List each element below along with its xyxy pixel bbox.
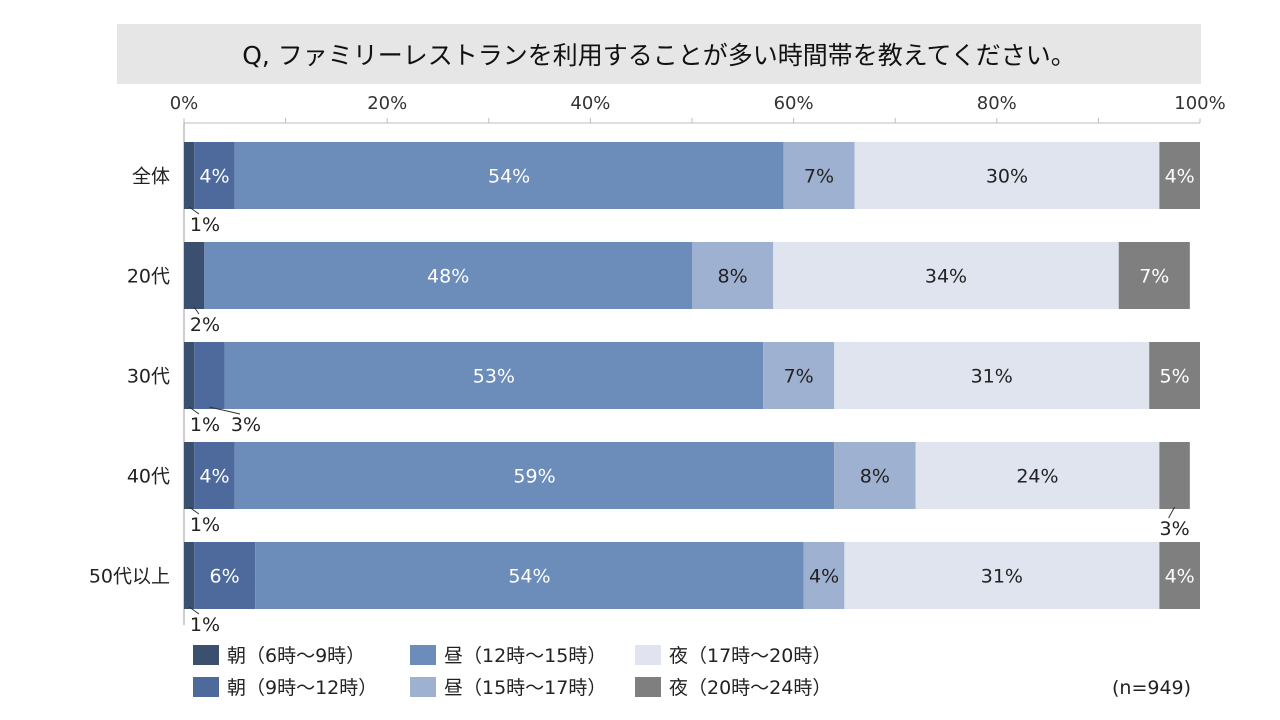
legend-item-night-late: 夜（20時～24時） [635,673,831,700]
legend-item-morning-late: 朝（9時～12時） [193,673,377,700]
bar-segment [184,142,195,209]
data-label: 4% [199,466,229,488]
data-label: 54% [508,566,550,588]
leader-line [193,306,200,315]
legend-item-morning-early: 朝（6時～9時） [193,641,365,668]
legend-label-morning-early: 朝（6時～9時） [227,645,366,667]
category-label: 全体 [132,166,170,188]
chart-title: Q, ファミリーレストランを利用することが多い時間帯を教えてください。 [117,24,1201,84]
sample-size-note: (n=949) [1112,677,1192,699]
x-tick-label: 60% [774,93,814,114]
bar-segment [194,342,225,409]
bar-segment [255,542,804,609]
data-label: 8% [718,266,748,288]
bar-segment [204,242,692,309]
bar-segment [692,242,774,309]
legend-swatch-morning-late [193,676,219,697]
legend-label-noon-early: 昼（12時～15時） [444,645,607,667]
legend-item-night-early: 夜（17時～20時） [635,641,831,668]
bar-segment [783,142,855,209]
bar-segment [194,142,235,209]
bar-segment [1149,342,1200,409]
legend-item-noon-early: 昼（12時～15時） [410,641,606,668]
category-label: 50代以上 [89,566,170,588]
data-label: 5% [1160,366,1190,388]
bar-segment [834,442,916,509]
bar-segment [844,542,1160,609]
bar-segment [803,542,845,609]
legend-label-morning-late: 朝（9時～12時） [227,677,378,699]
data-label: 31% [971,366,1013,388]
data-label: 7% [784,366,814,388]
data-label: 59% [513,466,555,488]
data-label: 1% [190,214,220,236]
x-tick-label: 40% [570,93,610,114]
leader-line [188,206,200,215]
bar-segment [1159,542,1200,609]
leader-line [188,506,200,515]
bar-segment [234,142,784,209]
bar-segment [1159,442,1190,509]
bar-segment [184,242,205,309]
data-label: 6% [210,566,240,588]
leader-line [1168,506,1176,519]
data-label: 30% [986,166,1028,188]
data-label: 1% [190,414,220,436]
data-label: 2% [190,314,220,336]
data-label: 7% [1139,266,1169,288]
bar-segment [194,542,256,609]
x-tick-label: 20% [367,93,407,114]
bar-segment [763,342,835,409]
bar-segment [834,342,1150,409]
data-label: 53% [473,366,515,388]
data-label: 31% [981,566,1023,588]
data-label: 4% [1165,566,1195,588]
bar-segment [1118,242,1190,309]
category-label: 20代 [127,266,170,288]
category-label: 40代 [127,466,170,488]
legend-swatch-noon-early [410,644,436,665]
legend-swatch-night-late [635,676,661,697]
legend-label-noon-late: 昼（15時～17時） [444,677,607,699]
data-label: 24% [1016,466,1058,488]
bar-segment [234,442,835,509]
legend-swatch-night-early [635,644,661,665]
category-label: 30代 [127,366,170,388]
bar-segment [184,342,195,409]
x-tick-label: 0% [170,93,199,114]
data-label: 4% [199,166,229,188]
data-label: 1% [190,614,220,636]
data-label: 3% [231,414,261,436]
data-label: 7% [804,166,834,188]
data-label: 3% [1160,518,1190,540]
x-tick-label: 100% [1174,93,1225,114]
bar-segment [194,442,235,509]
leader-line [188,606,200,615]
bar-segment [184,542,195,609]
bar-segment [184,442,195,509]
x-tick-label: 80% [977,93,1017,114]
legend-label-night-late: 夜（20時～24時） [669,677,832,699]
data-label: 4% [809,566,839,588]
legend-swatch-morning-early [193,644,219,665]
bar-segment [854,142,1160,209]
legend-swatch-noon-late [410,676,436,697]
data-label: 8% [860,466,890,488]
data-label: 1% [190,514,220,536]
bar-segment [224,342,764,409]
legend-label-night-early: 夜（17時～20時） [669,645,832,667]
data-label: 4% [1165,166,1195,188]
bar-segment [915,442,1160,509]
data-label: 34% [925,266,967,288]
data-label: 54% [488,166,530,188]
bar-segment [773,242,1119,309]
data-label: 48% [427,266,469,288]
bar-segment [1159,142,1200,209]
legend-item-noon-late: 昼（15時～17時） [410,673,606,700]
leader-line [188,406,200,415]
leader-line [209,406,241,415]
